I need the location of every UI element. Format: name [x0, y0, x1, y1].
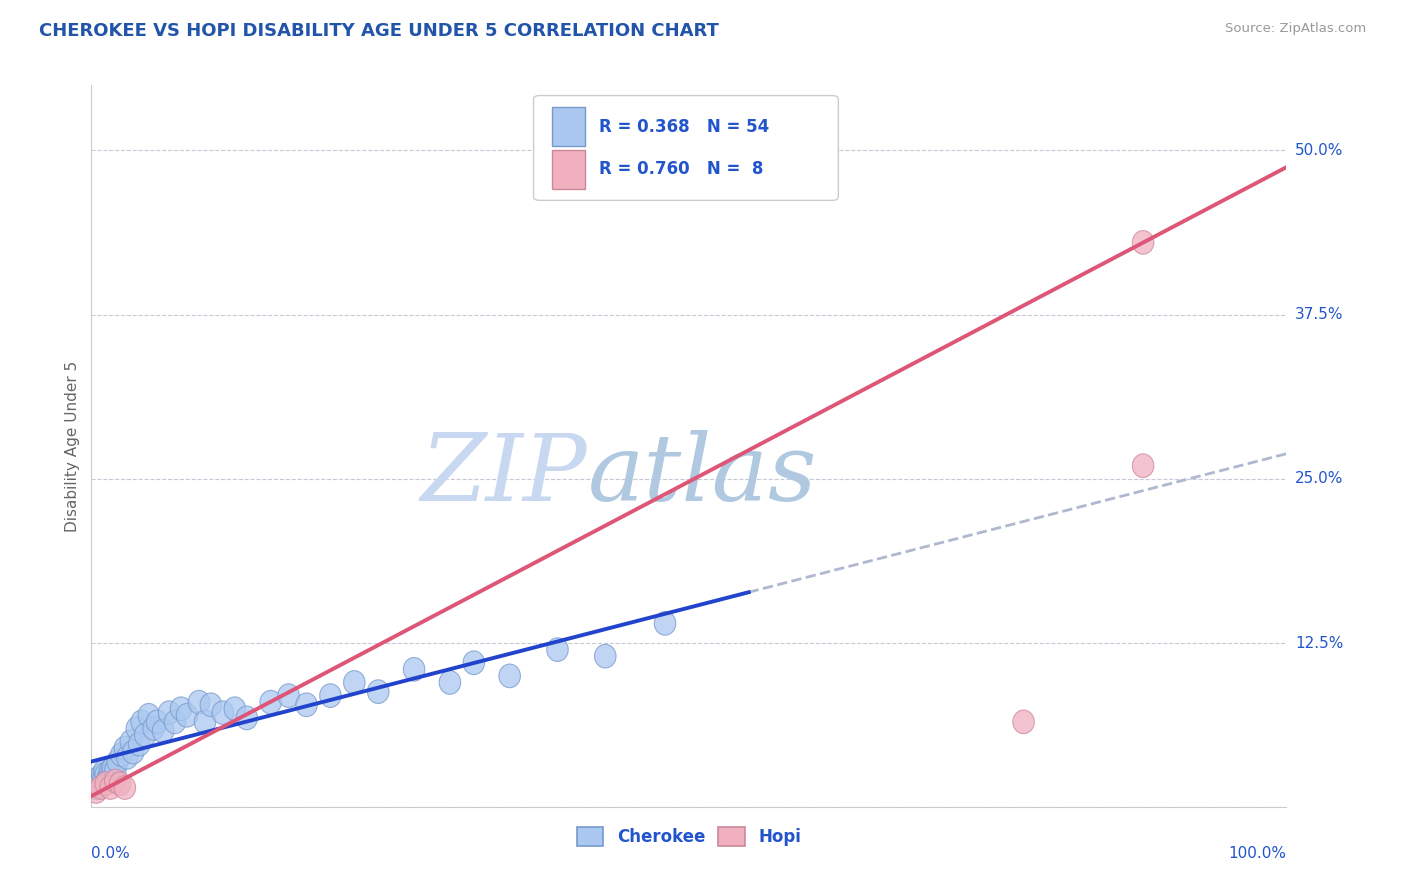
Ellipse shape	[439, 671, 461, 694]
Ellipse shape	[224, 697, 246, 721]
Ellipse shape	[97, 766, 120, 790]
Ellipse shape	[212, 701, 233, 724]
Ellipse shape	[96, 769, 118, 793]
Text: 25.0%: 25.0%	[1295, 471, 1343, 486]
Ellipse shape	[236, 706, 257, 730]
FancyBboxPatch shape	[551, 150, 585, 189]
Ellipse shape	[128, 732, 150, 756]
Ellipse shape	[131, 710, 152, 734]
Text: atlas: atlas	[588, 430, 817, 520]
Ellipse shape	[295, 693, 318, 716]
Ellipse shape	[260, 690, 281, 714]
Ellipse shape	[91, 763, 112, 786]
Text: CHEROKEE VS HOPI DISABILITY AGE UNDER 5 CORRELATION CHART: CHEROKEE VS HOPI DISABILITY AGE UNDER 5 …	[39, 22, 720, 40]
Ellipse shape	[547, 638, 568, 662]
Text: ZIP: ZIP	[420, 430, 588, 520]
Ellipse shape	[87, 769, 108, 793]
Ellipse shape	[194, 710, 215, 734]
Ellipse shape	[1132, 454, 1154, 477]
Ellipse shape	[87, 766, 110, 790]
Ellipse shape	[96, 763, 117, 786]
Ellipse shape	[93, 766, 114, 790]
Ellipse shape	[170, 697, 191, 721]
Ellipse shape	[89, 772, 111, 796]
Ellipse shape	[111, 743, 132, 766]
Ellipse shape	[100, 759, 121, 782]
Ellipse shape	[188, 690, 209, 714]
Ellipse shape	[1012, 710, 1035, 734]
Ellipse shape	[122, 740, 143, 764]
Ellipse shape	[499, 664, 520, 688]
Ellipse shape	[96, 772, 117, 796]
Text: 50.0%: 50.0%	[1295, 143, 1343, 158]
Ellipse shape	[114, 776, 135, 799]
FancyBboxPatch shape	[551, 107, 585, 146]
Ellipse shape	[463, 651, 485, 674]
Ellipse shape	[135, 723, 156, 747]
Ellipse shape	[165, 710, 186, 734]
Text: Source: ZipAtlas.com: Source: ZipAtlas.com	[1226, 22, 1367, 36]
Ellipse shape	[1132, 230, 1154, 254]
Ellipse shape	[138, 704, 159, 727]
Ellipse shape	[159, 701, 180, 724]
Ellipse shape	[110, 772, 131, 796]
Ellipse shape	[200, 693, 222, 716]
Ellipse shape	[107, 749, 128, 773]
Ellipse shape	[319, 684, 342, 707]
Text: R = 0.760   N =  8: R = 0.760 N = 8	[599, 161, 763, 178]
Ellipse shape	[120, 730, 142, 754]
Ellipse shape	[367, 680, 389, 704]
Ellipse shape	[104, 759, 127, 782]
Ellipse shape	[90, 769, 111, 793]
Ellipse shape	[152, 719, 174, 743]
Ellipse shape	[103, 756, 124, 780]
Text: R = 0.368   N = 54: R = 0.368 N = 54	[599, 118, 769, 136]
Ellipse shape	[101, 763, 122, 786]
Ellipse shape	[84, 772, 105, 796]
Ellipse shape	[86, 776, 107, 799]
Ellipse shape	[143, 716, 165, 740]
Legend: Cherokee, Hopi: Cherokee, Hopi	[569, 821, 808, 853]
Ellipse shape	[127, 716, 148, 740]
Y-axis label: Disability Age Under 5: Disability Age Under 5	[65, 360, 80, 532]
Ellipse shape	[100, 776, 121, 799]
Ellipse shape	[343, 671, 366, 694]
Ellipse shape	[94, 759, 115, 782]
Ellipse shape	[114, 736, 135, 760]
Ellipse shape	[117, 746, 138, 769]
Text: 100.0%: 100.0%	[1229, 847, 1286, 861]
Ellipse shape	[104, 769, 127, 793]
Text: 12.5%: 12.5%	[1295, 636, 1343, 650]
Ellipse shape	[404, 657, 425, 681]
Ellipse shape	[146, 710, 167, 734]
Text: 37.5%: 37.5%	[1295, 307, 1343, 322]
Ellipse shape	[176, 704, 198, 727]
Ellipse shape	[86, 780, 107, 804]
Text: 0.0%: 0.0%	[91, 847, 131, 861]
FancyBboxPatch shape	[534, 95, 838, 201]
Ellipse shape	[98, 763, 120, 786]
Ellipse shape	[90, 776, 111, 799]
Ellipse shape	[595, 644, 616, 668]
Ellipse shape	[278, 684, 299, 707]
Ellipse shape	[654, 612, 676, 635]
